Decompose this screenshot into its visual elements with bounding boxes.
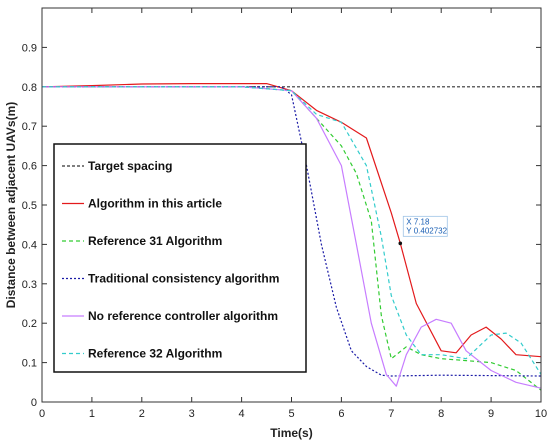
series-line-reference-32-algorithm bbox=[42, 86, 542, 375]
series-lines bbox=[41, 82, 542, 391]
legend-label-reference-31-algorithm: Reference 31 Algorithm bbox=[88, 234, 222, 248]
datatip-x-label: X 7.18 bbox=[406, 217, 430, 226]
datatip: X 7.18Y 0.402732 bbox=[398, 215, 448, 246]
x-tick-label: 3 bbox=[189, 408, 195, 420]
x-tick-label: 10 bbox=[535, 408, 547, 420]
legend-label-traditional-consistency-algorithm: Traditional consistency algorithm bbox=[88, 272, 279, 286]
series-line-no-reference-controller-algorithm bbox=[42, 86, 542, 389]
x-tick-label: 1 bbox=[89, 408, 95, 420]
x-tick-label: 4 bbox=[239, 408, 245, 420]
datatip-marker bbox=[398, 241, 403, 246]
x-tick-label: 5 bbox=[288, 408, 294, 420]
x-axis-label: Time(s) bbox=[270, 426, 312, 440]
y-tick-label: 0.4 bbox=[22, 239, 37, 251]
legend: Target spacing Algorithm in this article R… bbox=[53, 143, 307, 373]
legend-label-target-spacing: Target spacing bbox=[88, 159, 172, 173]
x-tick-label: 7 bbox=[388, 408, 394, 420]
x-axis-ticks: 0 1 2 3 4 5 6 7 8 9 10 bbox=[39, 8, 547, 420]
y-tick-label: 0.9 bbox=[22, 42, 37, 54]
series-line-algorithm-in-this-article bbox=[41, 82, 542, 358]
y-axis-label: Distance between adjacent UAVs(m) bbox=[4, 102, 18, 309]
y-tick-label: 0 bbox=[31, 397, 37, 409]
y-tick-label: 0.5 bbox=[22, 200, 37, 212]
legend-label-algorithm-in-this-article: Algorithm in this article bbox=[88, 197, 222, 211]
x-tick-label: 8 bbox=[438, 408, 444, 420]
datatip-y-label: Y 0.402732 bbox=[406, 226, 447, 235]
datatip-box bbox=[402, 215, 448, 237]
y-tick-label: 0.8 bbox=[22, 82, 37, 94]
x-tick-label: 9 bbox=[488, 408, 494, 420]
x-tick-label: 0 bbox=[39, 408, 45, 420]
y-tick-label: 0.2 bbox=[22, 318, 37, 330]
legend-box bbox=[53, 143, 307, 373]
x-tick-label: 2 bbox=[139, 408, 145, 420]
y-tick-label: 0.7 bbox=[22, 121, 37, 133]
plot-frame bbox=[41, 7, 542, 403]
y-tick-label: 0.3 bbox=[22, 279, 37, 291]
y-axis-ticks: 0 0.1 0.2 0.3 0.4 0.5 0.6 0.7 0.8 0.9 bbox=[22, 42, 541, 409]
x-tick-label: 6 bbox=[338, 408, 344, 420]
legend-label-no-reference-controller-algorithm: No reference controller algorithm bbox=[88, 309, 278, 323]
y-tick-label: 0.1 bbox=[22, 358, 37, 370]
legend-label-reference-32-algorithm: Reference 32 Algorithm bbox=[88, 347, 222, 361]
y-tick-label: 0.6 bbox=[22, 161, 37, 173]
